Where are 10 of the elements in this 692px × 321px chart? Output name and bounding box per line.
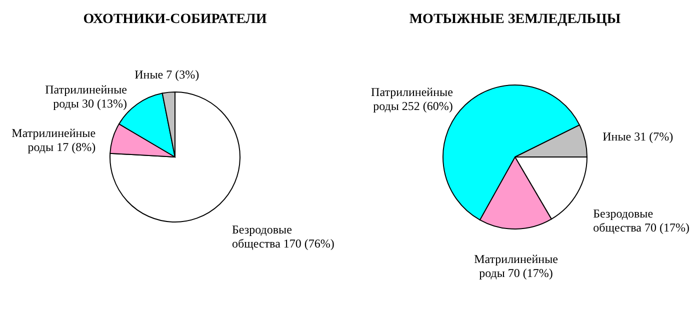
slice-label: Иные 7 (3%) (134, 67, 200, 82)
slice-label: Матрилинейные роды 70 (17%) (474, 252, 558, 280)
slice-label: Иные 31 (7%) (602, 129, 674, 144)
slice-label: Патрилинейные роды 30 (13%) (45, 82, 127, 110)
slice-label: Безродовые общества 70 (17%) (593, 206, 690, 235)
slice-label: Патрилинейные роды 252 (60%) (371, 84, 453, 113)
chart-title: ОХОТНИКИ-СОБИРАТЕЛИ (83, 12, 267, 27)
slice-label: Безродовые общества 170 (76%) (232, 222, 334, 250)
chart-title: МОТЫЖНЫЕ ЗЕМЛЕДЕЛЬЦЫ (409, 12, 621, 27)
slice-label: Матрилинейные роды 17 (8%) (12, 126, 96, 154)
